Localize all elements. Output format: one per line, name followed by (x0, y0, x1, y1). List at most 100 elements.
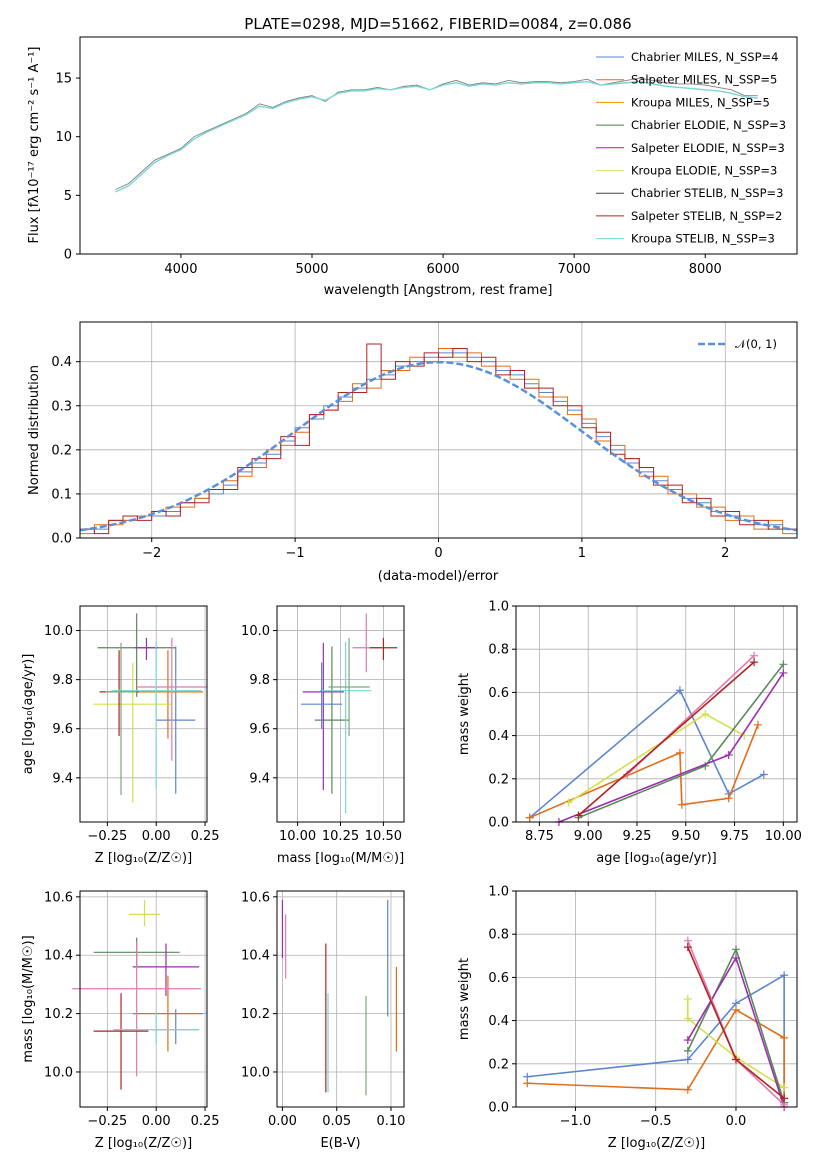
x-tick-label: 0 (434, 546, 442, 561)
y-tick-label: 5 (64, 189, 72, 204)
age-vs-mass-panel: 10.00 10.25 10.50 9.4 9.6 9.8 10.0 mass [log₁₀(… (241, 605, 405, 866)
series-marker (683, 995, 692, 1003)
mass-weight-vs-age-panel: 8.75 9.00 9.25 9.50 9.75 10.00 0.0 0.2 0.4 0.6 0.8… (457, 600, 802, 867)
x-tick-label: 10.00 (279, 829, 316, 844)
y-tick-label: 10.2 (241, 1007, 270, 1022)
x-tick-label: 9.25 (623, 829, 652, 844)
x-tick-label: −0.25 (87, 1114, 127, 1129)
series-line (687, 999, 785, 1089)
y-tick-label: 9.8 (52, 673, 73, 688)
y-tick-label: 0.6 (488, 971, 509, 986)
y-tick-label: 9.4 (52, 771, 73, 786)
normal-curve (79, 360, 798, 532)
y-tick-label: 0.8 (488, 928, 509, 943)
y-tick-label: 0.4 (488, 729, 509, 744)
series-marker (780, 971, 789, 980)
x-axis-label: Z [log₁₀(Z/Z☉)] (95, 1136, 192, 1151)
series-marker (675, 748, 684, 757)
series-marker (677, 800, 686, 809)
plot-frame (79, 890, 208, 1108)
y-tick-label: 9.6 (249, 722, 270, 737)
spectrum-ylabel: Flux [fλ10⁻¹⁷ erg cm⁻² s⁻¹ A⁻¹] (27, 47, 42, 244)
figure-title: PLATE=0298, MJD=51662, FIBERID=0084, z=0… (244, 15, 631, 33)
series-marker (731, 1055, 740, 1064)
series-marker (525, 813, 534, 822)
series-marker (759, 770, 768, 779)
plot-frame (276, 890, 405, 1108)
series-marker (683, 1085, 692, 1094)
plot-frame (515, 890, 798, 1108)
y-tick-label: 0.2 (51, 443, 72, 458)
y-tick-label: 0.1 (51, 487, 72, 502)
x-tick-label: 10.50 (365, 829, 402, 844)
x-tick-label: 5000 (295, 262, 328, 277)
series-marker (724, 751, 733, 760)
y-tick-label: 0.2 (488, 1057, 509, 1072)
y-tick-label: 10.6 (241, 890, 270, 905)
y-tick-label: 10.4 (44, 949, 73, 964)
spectrum-model-line (115, 80, 758, 193)
x-tick-label: 8000 (689, 262, 722, 277)
series-marker (675, 686, 684, 695)
legend-label: Salpeter ELODIE, N_SSP=3 (631, 141, 785, 155)
plot-frame (79, 605, 208, 823)
spectrum-xlabel: wavelength [Angstrom, rest frame] (324, 283, 553, 298)
residual-ylabel: Normed distribution (27, 365, 42, 495)
x-tick-label: 9.00 (574, 829, 603, 844)
x-tick-label: 8.75 (525, 829, 554, 844)
series-marker (523, 1079, 532, 1088)
x-tick-label: 4000 (164, 262, 197, 277)
y-tick-label: 15 (55, 72, 72, 87)
spectrum-panel: Chabrier MILES, N_SSP=4 Salpeter MILES, N… (27, 36, 798, 298)
x-tick-label: −2 (142, 546, 161, 561)
x-tick-label: 0.00 (268, 1114, 297, 1129)
y-tick-label: 9.6 (52, 722, 73, 737)
x-tick-label: −0.25 (87, 829, 127, 844)
y-tick-label: 1.0 (488, 885, 509, 900)
spectrum-xticks: 4000 5000 6000 7000 8000 (164, 254, 722, 277)
series-marker (724, 794, 733, 803)
x-axis-label: mass [log₁₀(M/M☉)] (277, 851, 404, 866)
series-marker (683, 1036, 692, 1045)
legend-label: Salpeter STELIB, N_SSP=2 (631, 209, 782, 223)
series-marker (779, 660, 788, 669)
x-tick-label: 6000 (427, 262, 460, 277)
x-axis-label: Z [log₁₀(Z/Z☉)] (95, 851, 192, 866)
y-tick-label: 9.8 (249, 673, 270, 688)
series-marker (564, 798, 573, 807)
series-marker (780, 1033, 789, 1042)
mass-weight-vs-z-panel: −1.0 −0.5 0.0 0.0 0.2 0.4 0.6 0.8 1.0 Z [log₁₀(Z/… (457, 885, 798, 1151)
y-tick-label: 10 (55, 130, 72, 145)
legend-label: Salpeter MILES, N_SSP=5 (631, 73, 777, 87)
plot-frame (515, 605, 798, 823)
x-tick-label: 0.25 (191, 829, 220, 844)
x-tick-label: 9.50 (671, 829, 700, 844)
y-tick-label: 0.6 (488, 686, 509, 701)
series-line (577, 661, 755, 817)
normal-legend-label: 𝒩(0, 1) (735, 337, 777, 351)
y-tick-label: 0 (64, 248, 72, 263)
legend-label: Kroupa ELODIE, N_SSP=3 (631, 164, 777, 178)
residual-yticks: 0.0 0.1 0.2 0.3 0.4 (51, 355, 80, 547)
x-tick-label: 9.75 (720, 829, 749, 844)
y-tick-label: 10.0 (241, 624, 270, 639)
series-marker (574, 811, 583, 820)
spectrum-yticks: 0 5 10 15 (55, 72, 80, 263)
spectrum-legend: Chabrier MILES, N_SSP=4 Salpeter MILES, N… (596, 50, 786, 246)
x-tick-label: −1 (286, 546, 305, 561)
y-tick-label: 10.0 (44, 1065, 73, 1080)
x-tick-label: 7000 (558, 262, 591, 277)
x-tick-label: 10.00 (765, 829, 802, 844)
x-tick-label: 0.00 (142, 829, 171, 844)
y-tick-label: 0.0 (51, 532, 72, 547)
legend-label: Chabrier MILES, N_SSP=4 (631, 50, 778, 64)
series-marker (731, 945, 740, 954)
y-axis-label: mass weight (457, 673, 472, 755)
y-tick-label: 0.3 (51, 399, 72, 414)
y-axis-label: age [log₁₀(age/yr)] (21, 654, 36, 775)
series-marker (780, 1094, 789, 1103)
series-marker (780, 1083, 789, 1092)
mass-vs-z-panel: −0.25 0.00 0.25 10.0 10.2 10.4 10.6 Z [log₁₀(Z/… (21, 890, 220, 1151)
series-marker (779, 668, 788, 677)
